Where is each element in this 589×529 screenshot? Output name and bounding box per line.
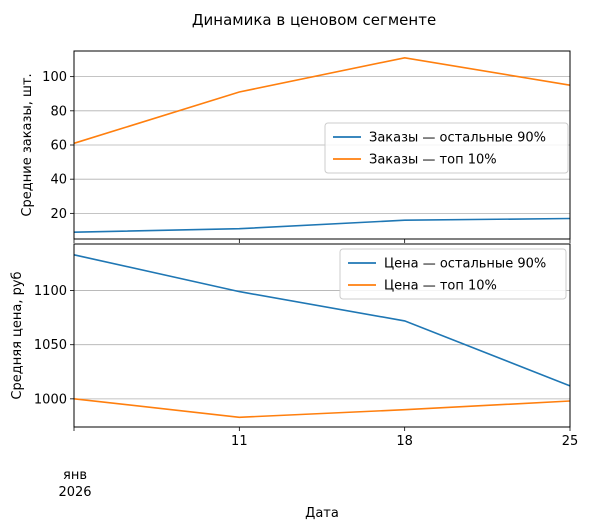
series-line-top-10: [73, 56, 571, 145]
series-line-rest-90: [73, 217, 571, 233]
price-x-ticks: 11 18 25: [73, 427, 579, 449]
y-tick-label: 1050: [34, 338, 67, 353]
x-axis-label: Дата: [305, 506, 339, 521]
series-line-rest-90: [73, 254, 571, 387]
y-tick-label: 20: [50, 207, 67, 222]
x-tick-label: 11: [231, 434, 248, 449]
orders-legend: Заказы — остальные 90% Заказы — топ 10%: [324, 122, 569, 174]
legend-label: Цена — топ 10%: [384, 279, 497, 294]
y-tick-label: 60: [50, 139, 67, 154]
price-panel: 1000 1050 1100 11 18 25 Средняя цена, руб Це…: [10, 243, 579, 449]
price-y-axis-label: Средняя цена, руб: [10, 271, 25, 399]
x-year-label: 2026: [58, 485, 91, 500]
orders-panel: 20 40 60 80 100 Средние заказы, шт. Заказы —…: [20, 50, 571, 243]
x-tick-label: 18: [396, 434, 413, 449]
price-series: [73, 254, 571, 419]
legend-box: [324, 122, 569, 174]
orders-x-ticks: [73, 239, 571, 243]
series-line-top-10: [73, 398, 571, 419]
orders-y-axis-label: Средние заказы, шт.: [20, 73, 35, 216]
figure-title: Динамика в ценовом сегменте: [192, 11, 436, 29]
y-tick-label: 80: [50, 104, 67, 119]
legend-label: Цена — остальные 90%: [384, 257, 546, 272]
legend-label: Заказы — остальные 90%: [369, 131, 546, 146]
y-tick-label: 1000: [34, 392, 67, 407]
legend-box: [339, 248, 567, 300]
x-month-label: янв: [63, 468, 87, 483]
y-tick-label: 1100: [34, 284, 67, 299]
y-tick-label: 100: [42, 70, 67, 85]
orders-grid: [74, 76, 570, 214]
x-tick-label: 25: [562, 434, 579, 449]
y-tick-label: 40: [50, 173, 67, 188]
price-axes-frame: [73, 243, 571, 428]
price-legend: Цена — остальные 90% Цена — топ 10%: [339, 248, 567, 300]
price-y-ticks: 1000 1050 1100: [34, 284, 74, 407]
orders-y-ticks: 20 40 60 80 100: [42, 70, 74, 222]
legend-label: Заказы — топ 10%: [369, 153, 497, 168]
orders-series: [73, 56, 571, 233]
